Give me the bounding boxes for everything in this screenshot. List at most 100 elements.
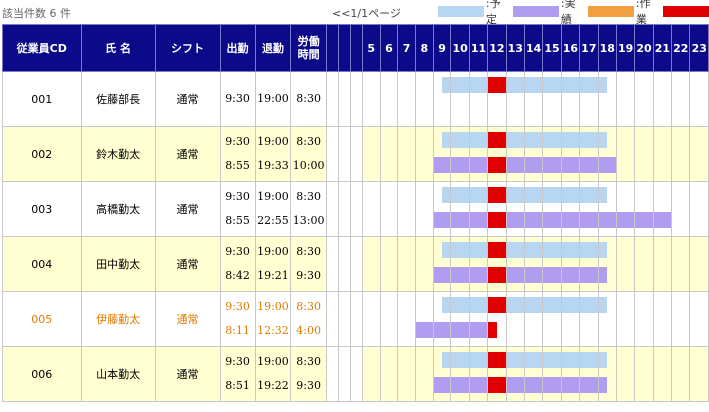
spacer-cell (326, 291, 339, 347)
legend-item: :実績 (513, 0, 582, 27)
col-name[interactable]: 氏 名 (80, 24, 156, 72)
hour-cell (671, 181, 691, 237)
actual-bar (580, 377, 598, 393)
hour-cell (468, 346, 489, 402)
legend-item: :休憩 (663, 0, 709, 27)
actual-bar (543, 212, 561, 228)
actual-bar (580, 267, 598, 283)
spacer-cell (349, 71, 363, 127)
hour-cell (634, 346, 654, 402)
plan-end: 19:00 (257, 355, 289, 368)
hour-cell (379, 291, 399, 347)
col-shift[interactable]: シフト (154, 24, 221, 72)
plan-end: 19:00 (257, 245, 289, 258)
actual-bar (451, 212, 469, 228)
hour-cell (450, 181, 470, 237)
hour-cell (542, 236, 562, 292)
table-row[interactable]: 002 鈴木勤太 通常 9:30 8:55 19:00 19:33 8:30 10:00 (2, 126, 709, 182)
employee-name: 鈴木勤太 (80, 126, 156, 182)
actual-start: 8:42 (225, 269, 250, 282)
pager[interactable]: <<1/1ページ (332, 7, 401, 20)
actual-bar (543, 377, 561, 393)
actual-bar (580, 157, 598, 173)
plan-bar (543, 297, 561, 313)
actual-start: 8:55 (225, 159, 250, 172)
hour-cell (597, 126, 617, 182)
table-row[interactable]: 006 山本勤太 通常 9:30 8:51 19:00 19:22 8:30 9:30 (2, 346, 709, 402)
hour-cell (671, 71, 691, 127)
col-start[interactable]: 出勤 (219, 24, 256, 72)
hour-cell (397, 71, 416, 127)
table-row[interactable]: 003 高橋勤太 通常 9:30 8:55 19:00 22:55 8:30 13:00 (2, 181, 709, 237)
col-hours[interactable]: 労働 時間 (290, 24, 327, 72)
time-hours: 8:30 9:30 (290, 236, 327, 292)
spacer-cell (337, 126, 351, 182)
legend-label: :実績 (560, 0, 576, 26)
table-row[interactable]: 004 田中勤太 通常 9:30 8:42 19:00 19:21 8:30 9:30 (2, 236, 709, 292)
actual-start: 8:51 (225, 379, 250, 392)
hour-cell (487, 291, 507, 347)
plan-bar (524, 297, 543, 313)
hour-cell (432, 126, 452, 182)
hour-label: 17 (579, 24, 599, 72)
plan-bar (488, 132, 506, 148)
hour-cell (542, 291, 562, 347)
hour-cell (579, 236, 599, 292)
hour-cell (542, 181, 562, 237)
time-hours: 8:30 (290, 71, 327, 127)
plan-bar (524, 352, 543, 368)
shift-type: 通常 (154, 71, 221, 127)
hour-cell (634, 291, 654, 347)
hour-label: 19 (615, 24, 636, 72)
plan-bar (506, 132, 524, 148)
plan-bar (488, 77, 506, 93)
actual-bar (433, 322, 451, 338)
hour-cell (397, 291, 416, 347)
plan-start: 9:30 (225, 300, 250, 313)
time-start: 9:30 (219, 71, 256, 127)
plan-bar (524, 242, 543, 258)
plan-start: 9:30 (225, 245, 250, 258)
hour-cell (615, 126, 636, 182)
hour-cell (615, 236, 636, 292)
actual-bar (488, 212, 506, 228)
plan-bar (506, 297, 524, 313)
hour-label: 5 (361, 24, 381, 72)
actual-bar (598, 212, 616, 228)
hour-cell (505, 236, 525, 292)
hour-cell (505, 346, 525, 402)
hour-label: 6 (379, 24, 399, 72)
time-end: 19:00 (254, 71, 292, 127)
hour-cell (361, 126, 381, 182)
plan-end: 19:00 (257, 190, 289, 203)
table-row[interactable]: 005 伊藤勤太 通常 9:30 8:11 19:00 12:32 8:30 4:00 (2, 291, 709, 347)
plan-bar (543, 77, 561, 93)
hour-cell (487, 236, 507, 292)
employee-name: 高橋勤太 (80, 181, 156, 237)
actual-bar (561, 267, 580, 283)
employee-cd: 004 (2, 236, 82, 292)
table-row[interactable]: 001 佐藤部長 通常 9:30 19:00 8:30 (2, 71, 709, 127)
plan-bar (580, 242, 598, 258)
hour-cell (523, 236, 544, 292)
hour-cell (652, 71, 673, 127)
actual-bar (524, 377, 543, 393)
employee-cd: 006 (2, 346, 82, 402)
actual-bar (433, 212, 451, 228)
plan-bar (451, 77, 469, 93)
hour-cell (379, 236, 399, 292)
hour-cell (379, 346, 399, 402)
actual-bar (451, 377, 469, 393)
plan-bar (442, 242, 451, 258)
col-employee-cd[interactable]: 従業員CD (2, 24, 82, 72)
plan-bar (598, 352, 608, 368)
spacer-cell (326, 126, 339, 182)
plan-hours: 8:30 (296, 355, 321, 368)
hour-cell (505, 291, 525, 347)
plan-bar (469, 187, 488, 203)
col-end[interactable]: 退勤 (254, 24, 292, 72)
actual-bar (524, 267, 543, 283)
plan-bar (580, 187, 598, 203)
employee-name: 田中勤太 (80, 236, 156, 292)
hour-cell (487, 346, 507, 402)
